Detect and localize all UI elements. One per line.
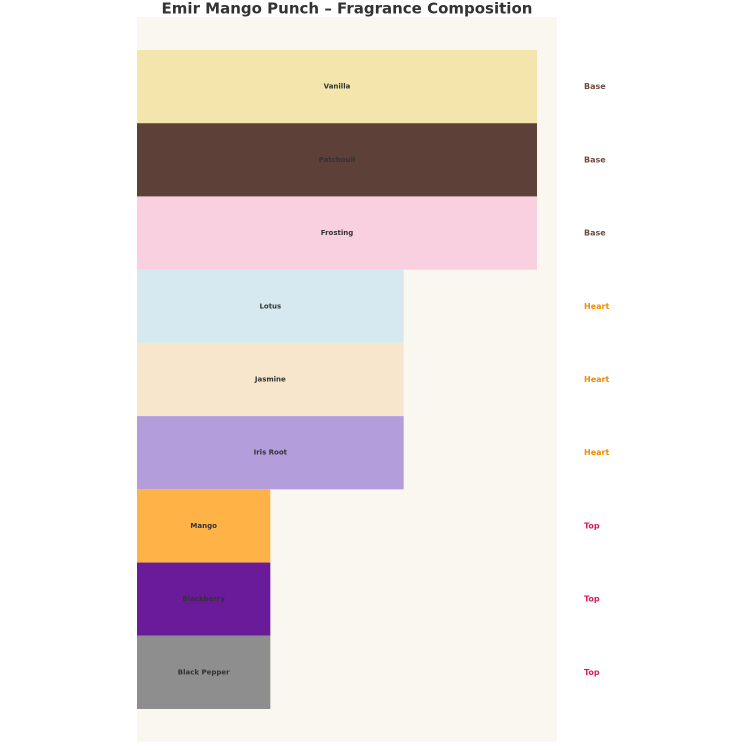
bar-label: Vanilla: [324, 83, 351, 91]
tier-label: Base: [584, 229, 606, 238]
tier-label: Base: [584, 82, 606, 91]
tier-label: Base: [584, 155, 606, 164]
bar-label: Jasmine: [254, 376, 286, 384]
bar: [137, 489, 271, 563]
tier-label: Heart: [584, 448, 609, 457]
tier-label: Heart: [584, 375, 609, 384]
tier-label: Heart: [584, 302, 609, 311]
bar: [137, 635, 271, 709]
bar: [137, 416, 404, 490]
tier-label: Top: [584, 595, 600, 604]
bar-label: Black Pepper: [178, 668, 230, 676]
bar-label: Iris Root: [254, 449, 288, 457]
tier-label: Top: [584, 521, 600, 530]
tier-label: Top: [584, 668, 600, 677]
bar: [137, 562, 271, 636]
bar-label: Lotus: [259, 302, 281, 310]
chart-title: Emir Mango Punch – Fragrance Composition: [162, 0, 533, 18]
bar: [137, 196, 537, 270]
bar: [137, 123, 537, 197]
bar-label: Frosting: [321, 229, 354, 237]
bar: [137, 342, 404, 417]
bar-label: Patchouli: [319, 156, 356, 164]
bar: [137, 269, 404, 343]
bar-label: Blackberry: [182, 595, 225, 603]
bar-label: Mango: [190, 522, 217, 530]
bar: [137, 50, 537, 124]
